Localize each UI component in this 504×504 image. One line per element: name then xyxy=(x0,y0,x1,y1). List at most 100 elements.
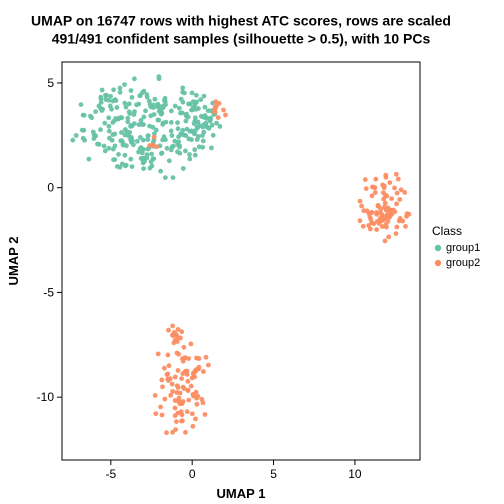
point-group2 xyxy=(383,173,388,178)
point-group1 xyxy=(98,127,103,132)
point-group2 xyxy=(358,218,363,223)
point-group1 xyxy=(165,146,170,151)
point-group1 xyxy=(131,142,136,147)
y-tick-label: -10 xyxy=(37,390,55,404)
y-tick-label: 0 xyxy=(47,181,54,195)
point-group1 xyxy=(163,175,168,180)
point-group1 xyxy=(114,98,119,103)
point-group1 xyxy=(134,102,139,107)
point-group2 xyxy=(173,375,178,380)
point-group2 xyxy=(364,186,369,191)
point-group2 xyxy=(389,196,394,201)
point-group1 xyxy=(160,110,165,115)
point-group1 xyxy=(147,124,152,129)
point-group2 xyxy=(206,363,211,368)
point-group2 xyxy=(366,223,371,228)
chart-title-line2: 491/491 confident samples (silhouette > … xyxy=(52,31,431,47)
point-group1 xyxy=(127,109,132,114)
point-group1 xyxy=(187,152,192,157)
point-group1 xyxy=(155,105,160,110)
point-group1 xyxy=(153,97,158,102)
point-group2 xyxy=(394,172,399,177)
point-group1 xyxy=(124,143,129,148)
point-group2 xyxy=(397,197,402,202)
point-group2 xyxy=(189,342,194,347)
point-group1 xyxy=(175,120,180,125)
point-group1 xyxy=(122,82,127,87)
point-group2 xyxy=(388,208,393,213)
point-group2 xyxy=(374,227,379,232)
x-tick-label: 5 xyxy=(270,467,277,481)
point-group2 xyxy=(170,382,175,387)
point-group2 xyxy=(394,225,399,230)
point-group1 xyxy=(193,153,198,158)
point-group1 xyxy=(176,126,181,131)
point-group2 xyxy=(402,190,407,195)
point-group2 xyxy=(382,184,387,189)
point-group1 xyxy=(210,123,215,128)
point-group2 xyxy=(373,185,378,190)
point-group1 xyxy=(203,105,208,110)
point-group2 xyxy=(361,224,366,229)
point-group2 xyxy=(186,388,191,393)
point-group1 xyxy=(193,115,198,120)
point-group1 xyxy=(183,149,188,154)
point-group1 xyxy=(137,122,142,127)
point-group2 xyxy=(396,177,401,182)
point-group1 xyxy=(160,151,165,156)
point-group1 xyxy=(135,139,140,144)
point-group1 xyxy=(208,119,213,124)
point-group2 xyxy=(201,369,206,374)
point-group1 xyxy=(177,106,182,111)
point-group2 xyxy=(180,418,185,423)
point-group1 xyxy=(186,102,191,107)
point-group2 xyxy=(166,353,171,358)
point-group1 xyxy=(147,99,152,104)
point-group2 xyxy=(176,385,181,390)
point-group2 xyxy=(373,177,378,182)
point-group2 xyxy=(358,199,363,204)
point-group1 xyxy=(127,130,132,135)
point-group1 xyxy=(198,97,203,102)
point-group2 xyxy=(173,338,178,343)
point-group2 xyxy=(183,355,188,360)
point-group1 xyxy=(214,121,219,126)
point-group1 xyxy=(182,91,187,96)
point-group2 xyxy=(174,332,179,337)
point-group1 xyxy=(160,138,165,143)
point-group1 xyxy=(148,166,153,171)
point-group1 xyxy=(108,104,113,109)
x-tick-label: 10 xyxy=(348,467,362,481)
point-group1 xyxy=(123,153,128,158)
point-group1 xyxy=(106,98,111,103)
point-group1 xyxy=(103,149,108,154)
point-group2 xyxy=(186,398,191,403)
point-group1 xyxy=(106,115,111,120)
point-group1 xyxy=(175,149,180,154)
point-group2 xyxy=(386,235,391,240)
point-group1 xyxy=(79,102,84,107)
point-group1 xyxy=(130,95,135,100)
point-group2 xyxy=(363,177,368,182)
point-group2 xyxy=(359,204,364,209)
point-group2 xyxy=(216,115,221,120)
point-group2 xyxy=(189,384,194,389)
point-group1 xyxy=(129,135,134,140)
point-group2 xyxy=(173,427,178,432)
point-group2 xyxy=(193,368,198,373)
point-group1 xyxy=(88,114,93,119)
point-group2 xyxy=(163,397,168,402)
point-group2 xyxy=(165,377,170,382)
point-group1 xyxy=(141,161,146,166)
point-group2 xyxy=(178,336,183,341)
x-tick-label: -5 xyxy=(105,467,116,481)
point-group1 xyxy=(145,92,150,97)
point-group1 xyxy=(138,135,143,140)
point-group1 xyxy=(129,88,134,93)
point-group1 xyxy=(98,95,103,100)
point-group2 xyxy=(368,215,373,220)
point-group1 xyxy=(152,112,157,117)
point-group2 xyxy=(373,190,378,195)
legend-title: Class xyxy=(432,224,462,238)
point-group1 xyxy=(118,86,123,91)
